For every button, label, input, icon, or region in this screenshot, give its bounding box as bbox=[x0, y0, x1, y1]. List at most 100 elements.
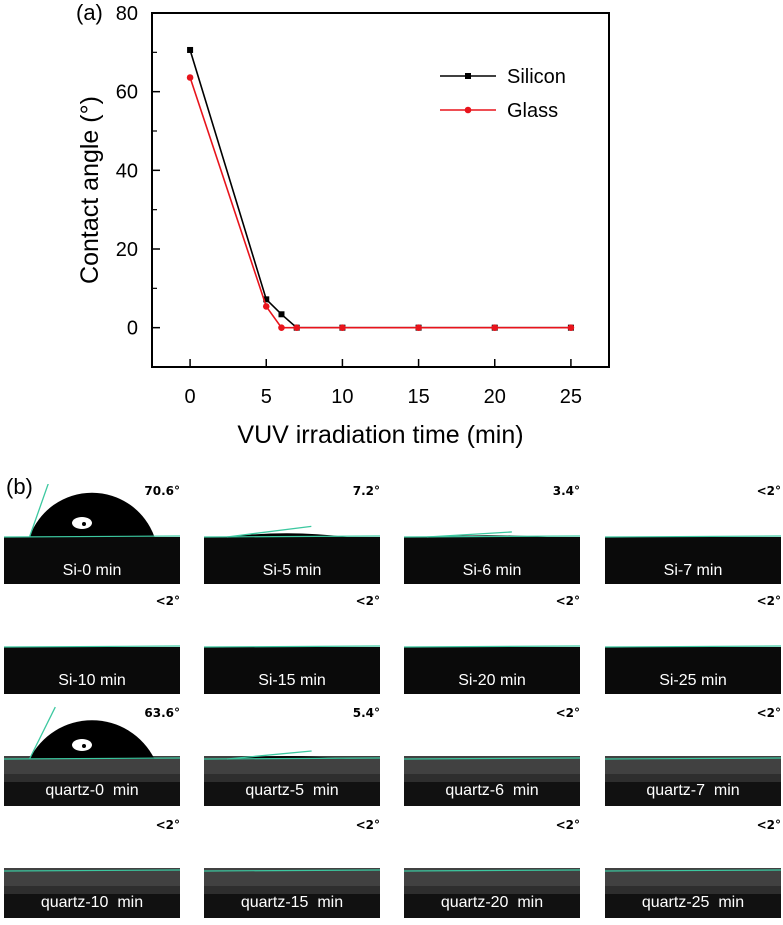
droplet-profile bbox=[204, 868, 380, 918]
droplet-profile bbox=[404, 756, 580, 806]
baseline bbox=[404, 757, 580, 760]
baseline bbox=[605, 535, 781, 538]
image-caption: Si-6 min bbox=[462, 562, 522, 579]
substrate bbox=[4, 537, 180, 584]
droplet-profile bbox=[605, 868, 781, 918]
droplet-image: 63.6° quartz-0 min bbox=[4, 706, 180, 806]
droplet-image: <2° quartz-10 min bbox=[4, 818, 180, 918]
image-caption: quartz-5 min bbox=[245, 782, 339, 799]
data-point-glass bbox=[186, 74, 194, 81]
droplet-profile bbox=[4, 645, 180, 694]
substrate-gradient bbox=[605, 868, 781, 886]
image-caption: quartz-15 min bbox=[240, 894, 344, 911]
contact-angle-value: 3.4° bbox=[552, 484, 580, 498]
substrate-base bbox=[605, 894, 781, 918]
contact-angle-value: <2° bbox=[756, 594, 781, 608]
water-droplet bbox=[29, 720, 155, 759]
droplet-image: 3.4° Si-6 min bbox=[404, 484, 580, 584]
legend-marker-silicon bbox=[465, 73, 471, 79]
substrate bbox=[605, 647, 781, 694]
y-tick-label: 20 bbox=[116, 239, 138, 261]
image-caption: quartz-7 min bbox=[646, 782, 740, 799]
droplet-image: 5.4° quartz-5 min bbox=[204, 706, 380, 806]
baseline bbox=[605, 645, 781, 648]
droplet-profile bbox=[4, 868, 180, 918]
substrate-gradient bbox=[204, 756, 380, 774]
droplet-reflection bbox=[72, 739, 92, 751]
data-point-glass bbox=[339, 324, 346, 331]
droplet-profile bbox=[605, 756, 781, 806]
baseline bbox=[4, 645, 180, 648]
droplet-profile bbox=[204, 525, 380, 584]
contact-angle-value: 63.6° bbox=[144, 706, 180, 720]
droplet-profile bbox=[4, 484, 180, 584]
contact-angle-value: <2° bbox=[155, 594, 180, 608]
substrate-base bbox=[404, 894, 580, 918]
droplet-profile bbox=[404, 868, 580, 918]
panel-a-label: (a) bbox=[76, 0, 103, 25]
image-caption: Si-25 min bbox=[659, 672, 727, 689]
legend-marker-glass bbox=[464, 106, 472, 114]
plot-frame bbox=[151, 12, 610, 368]
droplet-profile bbox=[204, 645, 380, 694]
droplet-image: <2° Si-25 min bbox=[605, 594, 781, 694]
baseline bbox=[404, 535, 580, 538]
image-caption: Si-0 min bbox=[62, 562, 122, 579]
tangent-line bbox=[226, 525, 312, 538]
y-tick-label: 80 bbox=[116, 3, 138, 25]
baseline bbox=[204, 535, 380, 538]
tangent-line bbox=[426, 531, 512, 538]
image-caption: Si-20 min bbox=[458, 672, 526, 689]
droplet-image: <2° quartz-6 min bbox=[404, 706, 580, 806]
substrate-gradient bbox=[204, 868, 380, 886]
image-caption: quartz-20 min bbox=[440, 894, 544, 911]
substrate bbox=[4, 647, 180, 694]
droplet-reflection-core bbox=[82, 744, 86, 748]
image-caption: Si-10 min bbox=[58, 672, 126, 689]
droplet-image: <2° quartz-15 min bbox=[204, 818, 380, 918]
y-tick-label: 0 bbox=[127, 318, 138, 340]
data-point-glass bbox=[491, 324, 499, 331]
substrate bbox=[605, 537, 781, 584]
image-caption: quartz-10 min bbox=[40, 894, 144, 911]
tangent-line bbox=[226, 750, 312, 760]
y-tick-label: 60 bbox=[116, 82, 138, 104]
substrate-base bbox=[605, 782, 781, 806]
series-line-silicon bbox=[189, 49, 571, 329]
droplet-image: <2° Si-15 min bbox=[204, 594, 380, 694]
x-axis-label: VUV irradiation time (min) bbox=[237, 421, 523, 449]
droplet-reflection-core bbox=[82, 522, 86, 526]
droplet-image: <2° Si-7 min bbox=[605, 484, 781, 584]
droplet-image: 70.6° Si-0 min bbox=[4, 484, 180, 584]
data-point-silicon bbox=[263, 296, 270, 303]
droplet-profile bbox=[204, 750, 380, 806]
x-tick-label: 10 bbox=[331, 386, 353, 408]
substrate bbox=[204, 647, 380, 694]
tangent-line bbox=[28, 484, 49, 538]
substrate bbox=[204, 537, 380, 584]
contact-angle-value: <2° bbox=[355, 594, 380, 608]
substrate bbox=[404, 537, 580, 584]
x-tick-label: 5 bbox=[261, 386, 272, 408]
baseline bbox=[404, 869, 580, 872]
droplet-profile bbox=[605, 535, 781, 584]
baseline bbox=[204, 645, 380, 648]
baseline bbox=[204, 869, 380, 872]
data-point-glass bbox=[262, 303, 270, 310]
droplet-image: 7.2° Si-5 min bbox=[204, 484, 380, 584]
contact-angle-value: <2° bbox=[756, 818, 781, 832]
droplet-image: <2° Si-20 min bbox=[404, 594, 580, 694]
contact-angle-value: <2° bbox=[155, 818, 180, 832]
contact-angle-value: <2° bbox=[555, 706, 580, 720]
baseline bbox=[204, 757, 380, 760]
tangent-line bbox=[28, 706, 56, 760]
substrate-gradient bbox=[404, 756, 580, 774]
substrate-gradient bbox=[4, 756, 180, 774]
baseline bbox=[4, 535, 180, 538]
contact-angle-value: <2° bbox=[555, 818, 580, 832]
data-point-glass bbox=[415, 324, 422, 331]
x-tick-label: 20 bbox=[484, 386, 506, 408]
y-tick-label: 40 bbox=[116, 160, 138, 182]
contact-angle-value: 5.4° bbox=[352, 706, 380, 720]
droplet-reflection bbox=[72, 517, 92, 529]
